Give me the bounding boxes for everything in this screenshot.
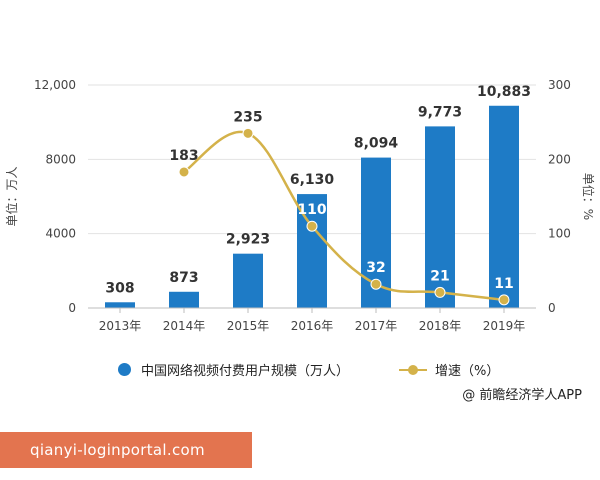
url-watermark: qianyi-loginportal.com [0,432,252,468]
bar-value-label: 873 [169,270,198,286]
y-left-tick-label: 12,000 [34,78,76,92]
rate-point [178,166,190,178]
bar [105,302,135,308]
rate-value-label: 183 [169,148,198,164]
axes: 0 0 4000 100 8000 200 12,000 300 2013年 2014年 2015年… [4,78,596,333]
rate-value-label: 11 [494,276,513,292]
legend-item-line[interactable]: 增速（%） [399,360,499,379]
growth-rate-line [183,130,505,302]
x-tick-label: 2013年 [99,319,142,333]
bar [425,126,455,308]
y-right-tick-label: 100 [548,227,571,241]
x-tick-label: 2017年 [355,319,398,333]
data-labels: 308 873 2,923 6,130 8,094 9,773 10,883 183 235 11… [105,84,531,297]
y-left-tick-label: 0 [68,301,76,315]
y-left-tick-label: 8000 [45,152,76,166]
rate-point [242,127,254,139]
bar [489,105,519,308]
rate-value-label: 32 [366,260,385,276]
x-tick-label: 2018年 [419,319,462,333]
legend-line-marker [399,363,428,376]
legend-bar-label: 中国网络视频付费用户规模（万人） [141,364,350,379]
bar-value-label: 9,773 [418,104,462,120]
rate-point [434,286,446,298]
rate-point [306,220,318,232]
legend: 中国网络视频付费用户规模（万人） 增速（%） [118,360,549,379]
bar-value-label: 6,130 [290,172,335,188]
y-right-axis-title: 单位：% [581,173,596,220]
bar-value-label: 8,094 [354,136,399,152]
rate-point [498,294,510,306]
line-series [178,127,510,306]
legend-item-bars[interactable]: 中国网络视频付费用户规模（万人） [118,360,349,379]
x-tick-label: 2019年 [483,319,526,333]
x-tick-label: 2015年 [227,319,270,333]
bar-value-label: 308 [105,280,134,296]
legend-bar-marker [118,363,131,376]
bar [169,291,199,308]
rate-value-label: 110 [297,202,326,218]
x-tick-label: 2016年 [291,319,334,333]
source-credit: @ 前瞻经济学人APP [462,388,582,403]
bar-value-label: 2,923 [226,232,270,248]
rate-value-label: 21 [430,268,449,284]
y-left-tick-label: 4000 [45,227,76,241]
bar-value-label: 10,883 [477,84,531,100]
chart-area: 308 873 2,923 6,130 8,094 9,773 10,883 183 235 11… [4,78,596,333]
y-right-tick-label: 300 [548,78,571,92]
y-right-tick-label: 0 [548,301,556,315]
rate-point [370,278,382,290]
legend-line-label: 增速（%） [435,364,500,379]
x-tick-label: 2014年 [163,319,206,333]
y-right-tick-label: 200 [548,152,571,166]
y-left-axis-title: 单位：万人 [4,166,19,226]
rate-value-label: 235 [233,109,262,125]
bar [233,253,263,308]
